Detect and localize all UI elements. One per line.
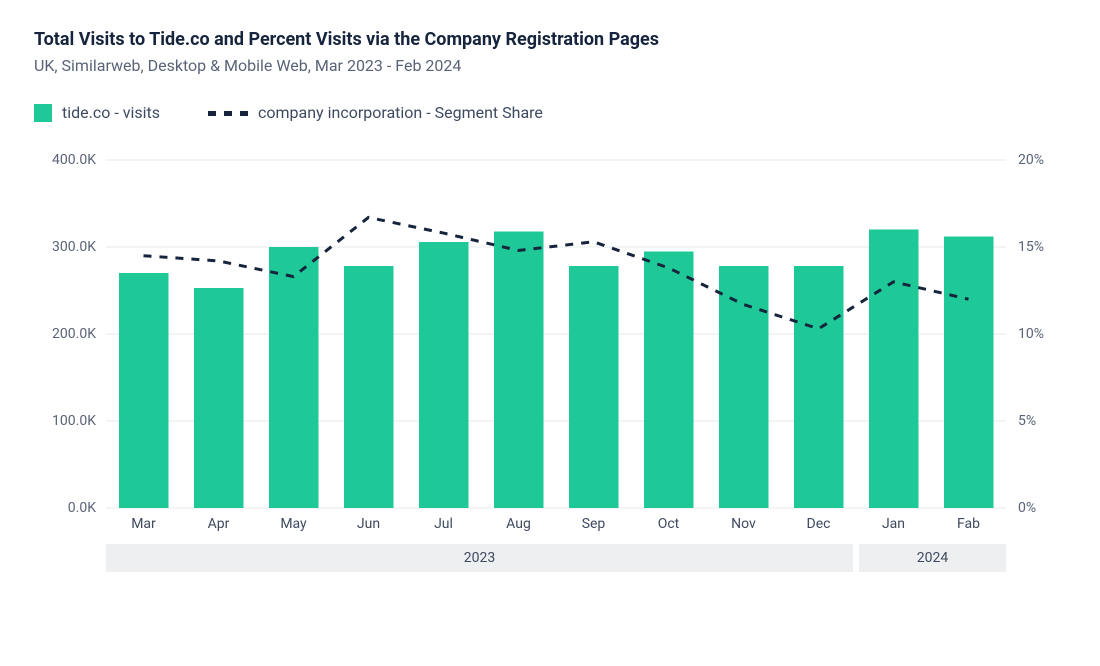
year-band: 20232024 — [106, 544, 1006, 572]
bar — [269, 247, 319, 508]
y-left-tick-label: 400.0K — [52, 152, 96, 168]
chart-plot: 0.0K100.0K200.0K300.0K400.0K0%5%10%15%20… — [34, 160, 1066, 580]
y-right-tick-label: 0% — [1018, 500, 1036, 516]
x-tick-label: Apr — [181, 516, 256, 532]
chart-subtitle: UK, Similarweb, Desktop & Mobile Web, Ma… — [34, 56, 1066, 75]
legend-line-label: company incorporation - Segment Share — [258, 103, 543, 122]
y-right-tick-label: 10% — [1018, 326, 1044, 342]
x-tick-label: Jan — [856, 516, 931, 532]
y-left-tick-label: 300.0K — [52, 239, 96, 255]
x-tick-label: Dec — [781, 516, 856, 532]
bar — [569, 266, 619, 508]
year-cell: 2023 — [106, 544, 853, 572]
x-tick-label: Jul — [406, 516, 481, 532]
legend-bar-label: tide.co - visits — [62, 103, 160, 122]
legend-item-line: company incorporation - Segment Share — [208, 103, 543, 122]
year-cell: 2024 — [859, 544, 1006, 572]
legend: tide.co - visits company incorporation -… — [34, 103, 1066, 122]
plot-svg — [106, 160, 1006, 510]
x-tick-label: Mar — [106, 516, 181, 532]
dashed-line-swatch-icon — [208, 106, 248, 120]
y-right-tick-label: 15% — [1018, 239, 1044, 255]
x-tick-label: Fab — [931, 516, 1006, 532]
bar — [494, 232, 544, 509]
segment-share-line — [144, 218, 969, 329]
y-left-tick-label: 200.0K — [52, 326, 96, 342]
bar — [794, 266, 844, 508]
bar — [194, 288, 244, 508]
x-tick-label: Jun — [331, 516, 406, 532]
y-left-tick-label: 100.0K — [52, 413, 96, 429]
x-axis-labels: MarAprMayJunJulAugSepOctNovDecJanFab — [106, 516, 1006, 532]
x-tick-label: Nov — [706, 516, 781, 532]
chart-title: Total Visits to Tide.co and Percent Visi… — [34, 28, 1066, 52]
x-tick-label: Aug — [481, 516, 556, 532]
bar — [644, 252, 694, 509]
x-tick-label: Sep — [556, 516, 631, 532]
y-right-tick-label: 5% — [1018, 413, 1036, 429]
chart-card: Total Visits to Tide.co and Percent Visi… — [0, 0, 1100, 666]
legend-item-bars: tide.co - visits — [34, 103, 160, 122]
bar — [944, 237, 994, 508]
x-tick-label: Oct — [631, 516, 706, 532]
y-left-tick-label: 0.0K — [68, 500, 96, 516]
bar — [419, 242, 469, 508]
bar — [719, 266, 769, 508]
y-right-tick-label: 20% — [1018, 152, 1044, 168]
bar — [119, 273, 169, 508]
bar-swatch-icon — [34, 104, 52, 122]
bar — [869, 230, 919, 508]
x-tick-label: May — [256, 516, 331, 532]
bar — [344, 266, 394, 508]
